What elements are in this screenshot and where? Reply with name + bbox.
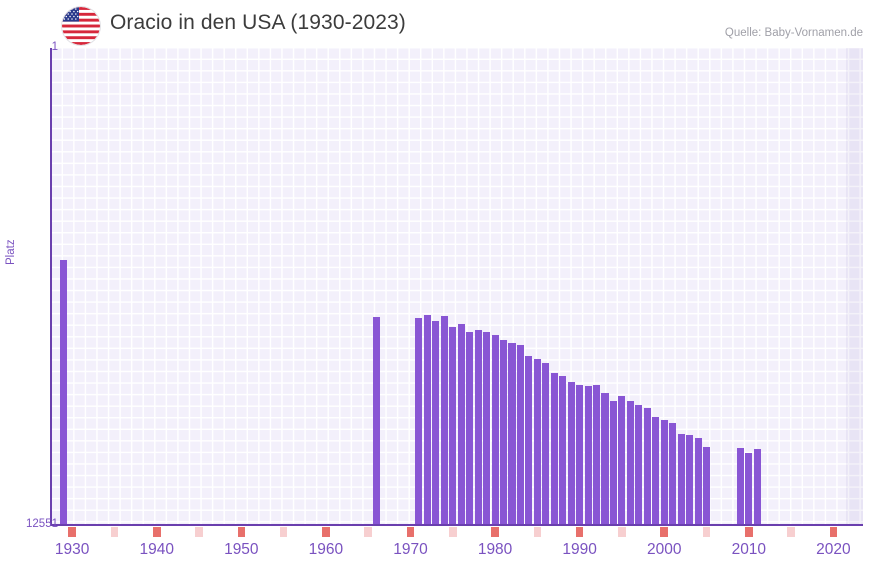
bar[interactable]: [677, 433, 685, 525]
bar[interactable]: [736, 448, 744, 525]
x-axis-tick-label: 1990: [562, 541, 597, 558]
x-axis-minor-tick-mark: [702, 527, 711, 537]
bar[interactable]: [635, 405, 643, 525]
x-axis-tick-band: [51, 527, 863, 537]
x-axis-minor-tick-mark: [279, 527, 288, 537]
x-axis-tick-mark: [406, 527, 415, 537]
x-axis-tick-label: 2010: [731, 541, 767, 558]
x-axis-tick-mark: [575, 527, 584, 537]
bar-series: [51, 48, 863, 525]
bar[interactable]: [373, 317, 381, 525]
bar[interactable]: [609, 401, 618, 525]
bar[interactable]: [415, 318, 423, 525]
y-axis-bottom-tick-label: 12551: [26, 518, 58, 530]
forecast-shaded-band: [846, 48, 863, 525]
bar[interactable]: [660, 420, 668, 525]
x-axis-tick-mark: [237, 527, 246, 537]
bar[interactable]: [423, 314, 431, 525]
x-axis-tick-label: 1970: [393, 541, 428, 558]
bar[interactable]: [516, 344, 524, 525]
bar[interactable]: [508, 343, 516, 525]
plot-area: [51, 48, 863, 525]
x-axis-tick-label: 1980: [477, 541, 513, 558]
bar[interactable]: [669, 423, 677, 525]
bar[interactable]: [618, 395, 626, 525]
bar[interactable]: [745, 453, 753, 525]
x-axis-tick-label: 1950: [224, 541, 259, 558]
x-axis-tick-mark: [745, 527, 753, 537]
x-axis-tick-label: 1940: [139, 541, 174, 558]
x-axis-tick-mark: [491, 527, 499, 537]
x-axis-minor-tick-mark: [195, 527, 203, 537]
bar[interactable]: [491, 334, 499, 525]
us-flag-icon: [62, 7, 100, 45]
x-axis-tick-label: 1960: [308, 541, 344, 558]
bar[interactable]: [525, 356, 533, 525]
bar[interactable]: [643, 408, 651, 525]
bar[interactable]: [702, 447, 711, 525]
bar[interactable]: [576, 384, 584, 525]
x-axis-minor-tick-mark: [787, 527, 795, 537]
chart-title: Oracio in den USA (1930-2023): [110, 11, 406, 34]
y-axis-title: Platz: [5, 239, 17, 265]
bar[interactable]: [559, 375, 567, 525]
bar[interactable]: [440, 316, 448, 525]
bar[interactable]: [483, 331, 491, 525]
bar[interactable]: [474, 329, 482, 525]
source-label: Quelle: Baby-Vornamen.de: [724, 27, 863, 39]
x-axis-tick-mark: [152, 527, 161, 537]
bar[interactable]: [60, 260, 68, 525]
x-axis-tick-mark: [322, 527, 330, 537]
x-axis-minor-tick-mark: [364, 527, 372, 537]
x-axis-tick-mark: [660, 527, 669, 537]
bar[interactable]: [694, 437, 702, 525]
bar[interactable]: [432, 321, 440, 525]
bar[interactable]: [499, 339, 508, 525]
x-axis-tick-mark: [829, 527, 838, 537]
x-axis-tick-label: 1930: [54, 541, 90, 558]
x-axis-minor-tick-mark: [618, 527, 626, 537]
bar[interactable]: [584, 386, 592, 525]
bar[interactable]: [466, 332, 474, 525]
bar[interactable]: [601, 393, 609, 525]
y-axis-top-tick-label: 1: [51, 41, 58, 53]
bar[interactable]: [449, 326, 457, 525]
bar[interactable]: [533, 359, 541, 525]
x-axis-tick-label: 2000: [646, 541, 682, 558]
bar[interactable]: [652, 416, 660, 525]
x-axis-minor-tick-mark: [110, 527, 119, 537]
x-axis-tick-mark: [68, 527, 76, 537]
bar[interactable]: [753, 448, 761, 525]
x-axis-minor-tick-mark: [533, 527, 542, 537]
bar[interactable]: [457, 323, 465, 525]
bar[interactable]: [626, 400, 634, 525]
y-axis-line: [50, 48, 52, 526]
bar[interactable]: [542, 362, 550, 525]
bar[interactable]: [567, 381, 575, 525]
chart-gridlines: [51, 48, 863, 525]
x-axis-minor-tick-mark: [448, 527, 457, 537]
bar[interactable]: [686, 434, 694, 525]
x-axis-line: [50, 524, 863, 526]
chart-header: Oracio in den USA (1930-2023) Quelle: Ba…: [0, 0, 873, 46]
bar[interactable]: [593, 385, 601, 525]
bar[interactable]: [550, 373, 558, 525]
x-axis-tick-label: 2020: [816, 541, 851, 558]
